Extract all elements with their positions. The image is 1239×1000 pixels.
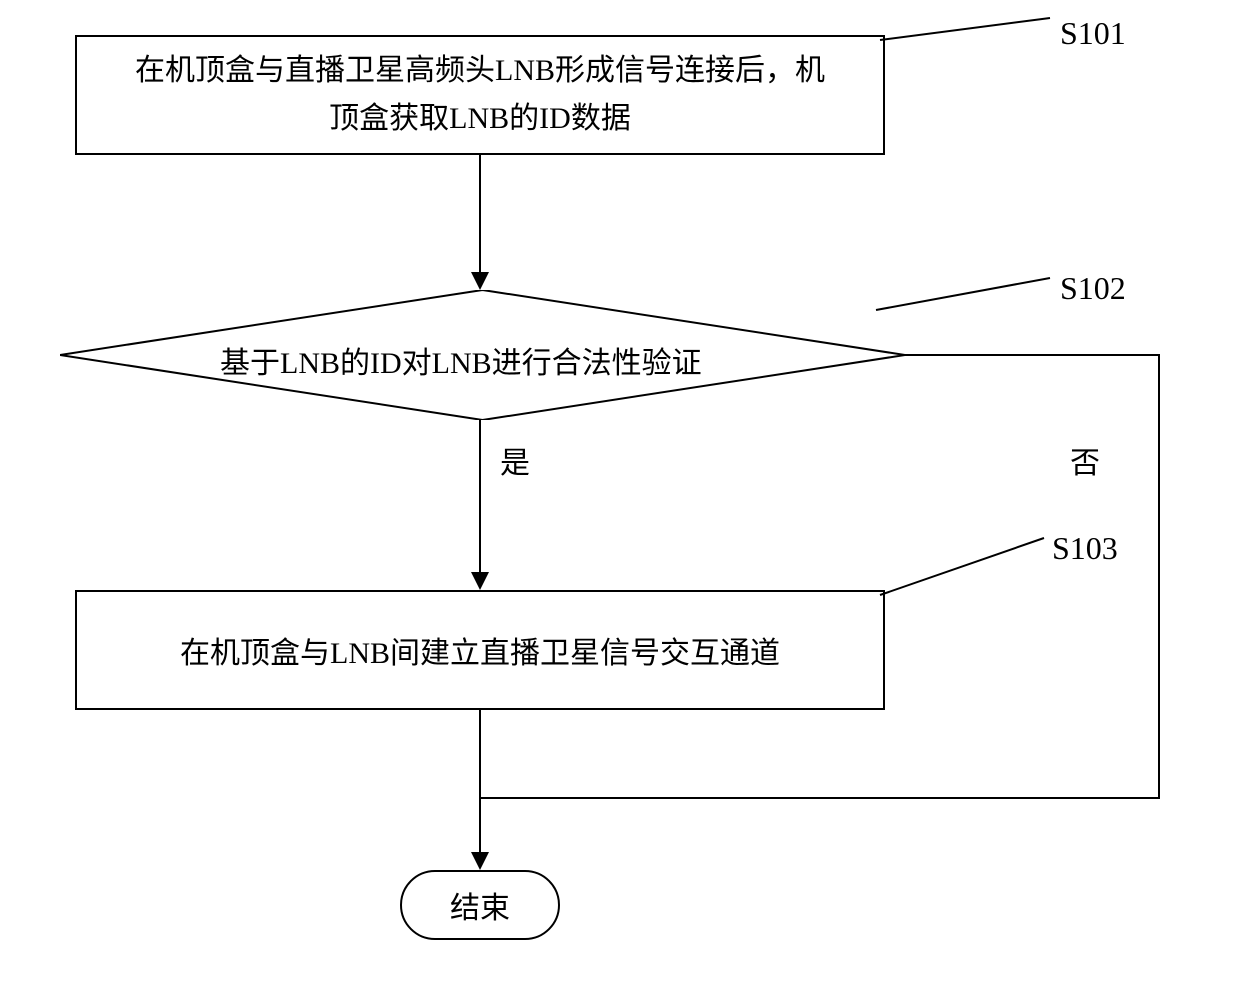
s103-label-text: S103 — [1052, 530, 1118, 566]
s102-leader-line — [876, 270, 1056, 315]
arrow-no-vertical — [1158, 354, 1160, 799]
arrow-no-horizontal2 — [481, 797, 1160, 799]
process-s103: 在机顶盒与LNB间建立直播卫星信号交互通道 — [75, 590, 885, 710]
arrow-s102-s103 — [479, 420, 481, 575]
arrow-head-s102 — [471, 272, 489, 290]
s102-label-text: S102 — [1060, 270, 1126, 306]
s101-leader-line — [880, 12, 1060, 47]
process-s101: 在机顶盒与直播卫星高频头LNB形成信号连接后，机 顶盒获取LNB的ID数据 — [75, 35, 885, 155]
s101-label-text: S101 — [1060, 15, 1126, 51]
no-label: 否 — [1070, 438, 1100, 482]
end-text: 结束 — [450, 883, 510, 927]
arrow-s101-s102 — [479, 155, 481, 275]
terminator-end: 结束 — [400, 870, 560, 940]
s101-text-line2: 顶盒获取LNB的ID数据 — [329, 102, 631, 135]
s102-text: 基于LNB的ID对LNB进行合法性验证 — [220, 338, 702, 382]
arrow-no-horizontal — [905, 354, 1160, 356]
s103-label: S103 — [1052, 530, 1118, 567]
s101-label: S101 — [1060, 15, 1126, 52]
arrow-head-end — [471, 852, 489, 870]
yes-label: 是 — [500, 438, 530, 482]
s102-label: S102 — [1060, 270, 1126, 307]
arrow-head-s103 — [471, 572, 489, 590]
arrow-s103-end — [479, 710, 481, 855]
s101-text-line1: 在机顶盒与直播卫星高频头LNB形成信号连接后，机 — [135, 54, 825, 87]
s103-leader-line — [880, 530, 1060, 600]
flowchart-container: 在机顶盒与直播卫星高频头LNB形成信号连接后，机 顶盒获取LNB的ID数据 S1… — [0, 0, 1239, 1000]
s103-text: 在机顶盒与LNB间建立直播卫星信号交互通道 — [180, 628, 780, 672]
